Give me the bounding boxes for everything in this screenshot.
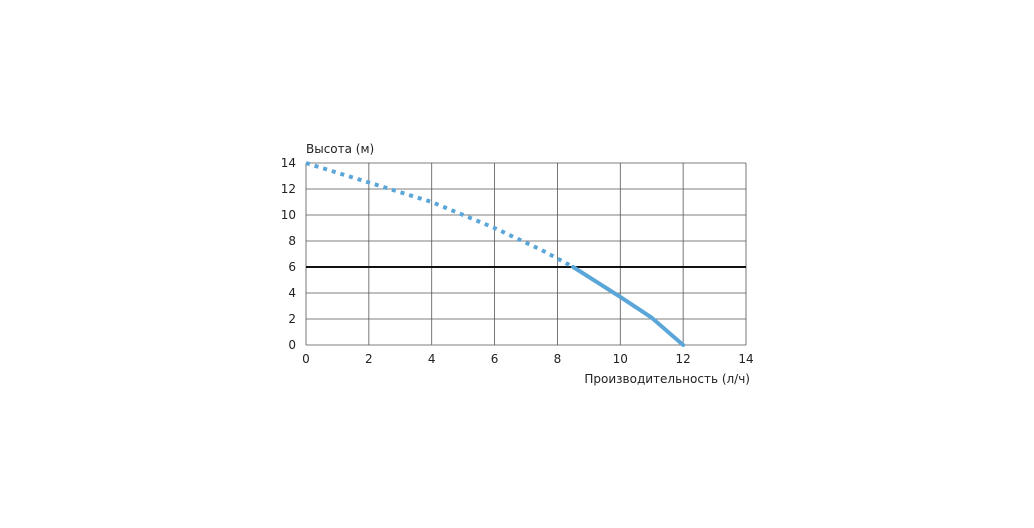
x-tick-label: 2 bbox=[365, 352, 373, 366]
series-group bbox=[305, 161, 686, 347]
y-tick-label: 4 bbox=[288, 286, 296, 300]
plot-background bbox=[306, 163, 746, 345]
y-axis-title: Высота (м) bbox=[306, 142, 374, 156]
y-tick-label: 14 bbox=[281, 156, 296, 170]
y-tick-labels: 0 2 4 6 8 10 12 14 bbox=[281, 156, 296, 352]
x-tick-label: 4 bbox=[428, 352, 436, 366]
x-tick-label: 0 bbox=[302, 352, 310, 366]
y-tick-label: 10 bbox=[281, 208, 296, 222]
series-line-solid bbox=[571, 265, 686, 347]
y-tick-label: 8 bbox=[288, 234, 296, 248]
y-tick-label: 12 bbox=[281, 182, 296, 196]
x-tick-label: 8 bbox=[554, 352, 562, 366]
y-tick-label: 0 bbox=[288, 338, 296, 352]
y-tick-label: 2 bbox=[288, 312, 296, 326]
y-tick-label: 6 bbox=[288, 260, 296, 274]
x-tick-label: 10 bbox=[613, 352, 628, 366]
x-tick-label: 12 bbox=[676, 352, 691, 366]
series-line-dotted bbox=[305, 161, 575, 269]
x-tick-labels: 0 2 4 6 8 10 12 14 bbox=[302, 352, 753, 366]
x-tick-label: 14 bbox=[738, 352, 753, 366]
x-tick-label: 6 bbox=[491, 352, 499, 366]
x-axis-title: Производительность (л/ч) bbox=[584, 372, 750, 386]
